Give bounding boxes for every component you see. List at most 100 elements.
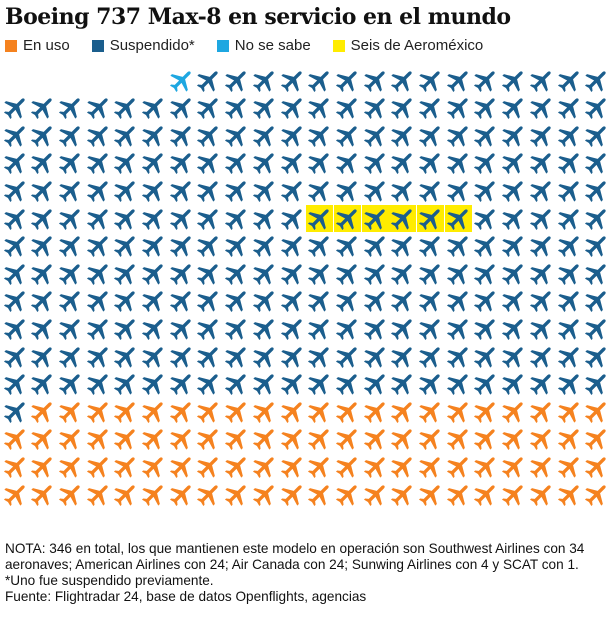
airplane-icon [306, 398, 333, 425]
airplane-icon [472, 177, 499, 204]
legend-swatch [332, 39, 345, 52]
airplane-icon [472, 425, 499, 452]
airplane-icon [2, 343, 29, 370]
airplane-icon [362, 343, 389, 370]
airplane-icon [57, 425, 84, 452]
airplane-icon [2, 232, 29, 259]
airplane-icon [140, 205, 167, 232]
airplane-icon [223, 425, 250, 452]
airplane-icon [556, 177, 583, 204]
airplane-icon [583, 149, 610, 176]
airplane-icon [389, 425, 416, 452]
airplane-icon [417, 67, 444, 94]
airplane-icon [334, 315, 361, 342]
airplane-icon [223, 370, 250, 397]
airplane-icon [168, 149, 195, 176]
airplane-icon [417, 370, 444, 397]
airplane-icon [528, 370, 555, 397]
airplane-icon [334, 149, 361, 176]
airplane-icon [85, 260, 112, 287]
airplane-icon [195, 67, 222, 94]
airplane-icon [85, 425, 112, 452]
airplane-icon [362, 425, 389, 452]
airplane-icon [57, 453, 84, 480]
airplane-icon [417, 453, 444, 480]
airplane-icon [445, 232, 472, 259]
airplane-icon [306, 343, 333, 370]
airplane-icon [251, 287, 278, 314]
airplane-icon [223, 315, 250, 342]
airplane-icon [195, 287, 222, 314]
airplane-icon [223, 149, 250, 176]
airplane-icon [195, 94, 222, 121]
airplane-icon [528, 177, 555, 204]
airplane-icon [279, 232, 306, 259]
airplane-icon [223, 122, 250, 149]
pictogram-grid [2, 67, 610, 508]
airplane-icon [57, 315, 84, 342]
airplane-icon [251, 67, 278, 94]
airplane-icon [445, 122, 472, 149]
airplane-icon [279, 287, 306, 314]
airplane-icon [29, 287, 56, 314]
airplane-icon [500, 94, 527, 121]
airplane-icon [29, 370, 56, 397]
airplane-icon [389, 260, 416, 287]
airplane-icon [472, 343, 499, 370]
airplane-icon [362, 287, 389, 314]
airplane-icon [195, 315, 222, 342]
airplane-icon [112, 425, 139, 452]
airplane-icon [57, 232, 84, 259]
airplane-icon [306, 260, 333, 287]
legend-label: Seis de Aeroméxico [350, 37, 484, 54]
airplane-icon [2, 425, 29, 452]
airplane-icon [223, 398, 250, 425]
airplane-icon [444, 204, 472, 232]
airplane-icon [362, 398, 389, 425]
airplane-icon [362, 370, 389, 397]
airplane-icon [223, 205, 250, 232]
airplane-icon [168, 122, 195, 149]
airplane-icon [29, 122, 56, 149]
airplane-icon [389, 67, 416, 94]
airplane-icon [500, 425, 527, 452]
airplane-icon [251, 122, 278, 149]
airplane-icon [140, 232, 167, 259]
airplane-icon [472, 149, 499, 176]
airplane-icon [445, 481, 472, 508]
airplane-icon [29, 425, 56, 452]
airplane-icon [556, 425, 583, 452]
airplane-icon [417, 149, 444, 176]
airplane-icon [556, 343, 583, 370]
airplane-icon [223, 177, 250, 204]
airplane-icon [306, 204, 334, 232]
airplane-icon [168, 67, 195, 94]
airplane-icon [583, 425, 610, 452]
airplane-icon [279, 205, 306, 232]
airplane-icon [140, 481, 167, 508]
airplane-icon [112, 122, 139, 149]
airplane-icon [306, 149, 333, 176]
airplane-icon [2, 481, 29, 508]
airplane-icon [29, 453, 56, 480]
airplane-icon [223, 260, 250, 287]
airplane-icon [140, 370, 167, 397]
airplane-icon [334, 260, 361, 287]
airplane-icon [334, 481, 361, 508]
airplane-icon [472, 94, 499, 121]
airplane-icon [279, 67, 306, 94]
airplane-icon [306, 94, 333, 121]
airplane-icon [417, 287, 444, 314]
airplane-icon [2, 315, 29, 342]
airplane-icon [168, 94, 195, 121]
airplane-icon [556, 398, 583, 425]
airplane-icon [223, 481, 250, 508]
airplane-icon [500, 122, 527, 149]
airplane-icon [472, 453, 499, 480]
airplane-icon [251, 177, 278, 204]
airplane-icon [472, 315, 499, 342]
airplane-icon [583, 287, 610, 314]
airplane-icon [445, 177, 472, 204]
airplane-icon [168, 177, 195, 204]
airplane-icon [306, 122, 333, 149]
